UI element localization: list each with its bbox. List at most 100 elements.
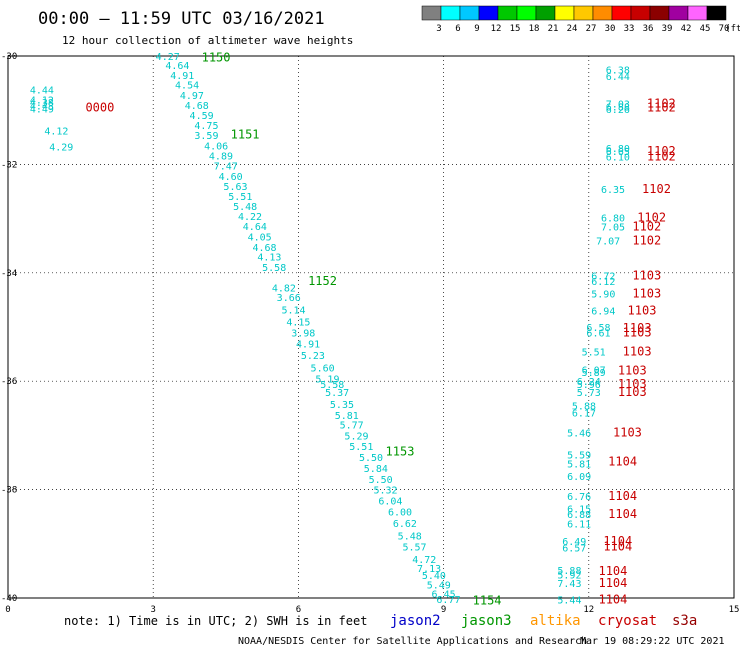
pass-number-label: 1104 bbox=[603, 540, 632, 554]
pass-number-label: 1103 bbox=[628, 304, 657, 318]
swh-value-label: 4.64 bbox=[243, 222, 267, 233]
pass-number-label: 1102 bbox=[632, 220, 661, 234]
pass-number-label: 1153 bbox=[386, 445, 415, 459]
swh-value-label: 5.19 bbox=[315, 374, 339, 385]
colorbar-label: 39 bbox=[662, 24, 673, 34]
x-tick-label: 9 bbox=[441, 605, 446, 615]
swh-value-label: 4.43 bbox=[30, 101, 54, 112]
swh-value-label: 5.40 bbox=[422, 571, 446, 582]
swh-value-label: 6.72 bbox=[591, 272, 615, 283]
swh-value-label: 6.61 bbox=[586, 328, 610, 339]
colorbar-label: 21 bbox=[548, 24, 559, 34]
pass-number-label: 1102 bbox=[647, 100, 676, 114]
pass-number-label: 1152 bbox=[308, 274, 337, 288]
pass-number-label: 1103 bbox=[632, 269, 661, 283]
colorbar-unit: (ft) bbox=[725, 24, 740, 34]
swh-value-label: 7.43 bbox=[557, 579, 581, 590]
swh-value-label: 6.80 bbox=[601, 214, 625, 225]
swh-value-label: 3.59 bbox=[194, 131, 218, 142]
swh-value-label: 6.62 bbox=[393, 519, 417, 530]
swh-value-label: 3.98 bbox=[291, 328, 315, 339]
pass-number-label: 1103 bbox=[623, 325, 652, 339]
swh-value-label: 5.37 bbox=[325, 388, 349, 399]
pass-number-label: 1103 bbox=[632, 286, 661, 300]
swh-value-label: 4.75 bbox=[194, 121, 218, 132]
footer-credit: NOAA/NESDIS Center for Satellite Applica… bbox=[238, 636, 587, 647]
swh-value-label: 4.06 bbox=[204, 141, 228, 152]
pass-number-label: 1103 bbox=[618, 363, 647, 377]
chart-subtitle: 12 hour collection of altimeter wave hei… bbox=[62, 34, 353, 47]
colorbar-label: 36 bbox=[643, 24, 654, 34]
swh-value-label: 6.88 bbox=[567, 510, 591, 521]
swh-value-label: 6.00 bbox=[388, 507, 412, 518]
colorbar-swatch bbox=[573, 5, 594, 21]
y-tick-label: -36 bbox=[1, 377, 17, 387]
pass-number-label: 1102 bbox=[647, 149, 676, 163]
colorbar-label: 42 bbox=[681, 24, 692, 34]
pass-number-label: 1104 bbox=[608, 507, 637, 521]
pass-number-label: 1103 bbox=[623, 344, 652, 358]
swh-value-label: 5.59 bbox=[567, 450, 591, 461]
y-tick-label: -34 bbox=[1, 269, 17, 279]
pass-number-label: 1102 bbox=[647, 97, 676, 111]
swh-value-label: 5.51 bbox=[228, 192, 252, 203]
swh-value-label: 5.63 bbox=[223, 182, 247, 193]
swh-value-label: 6.80 bbox=[606, 144, 630, 155]
footer-timestamp: Mar 19 08:29:22 UTC 2021 bbox=[580, 636, 725, 647]
colorbar-swatch bbox=[611, 5, 632, 21]
swh-value-label: 6.45 bbox=[432, 590, 456, 601]
swh-value-label: 5.46 bbox=[567, 429, 591, 440]
swh-value-label: 5.96 bbox=[577, 380, 601, 391]
colorbar-swatch bbox=[592, 5, 613, 21]
swh-value-label: 5.60 bbox=[311, 364, 335, 375]
swh-value-label: 3.66 bbox=[277, 293, 301, 304]
colorbar-label: 18 bbox=[529, 24, 540, 34]
colorbar-swatch bbox=[687, 5, 708, 21]
swh-value-label: 4.27 bbox=[156, 52, 180, 63]
swh-value-label: 6.15 bbox=[567, 505, 591, 516]
colorbar-label: 45 bbox=[700, 24, 711, 34]
swh-value-label: 6.17 bbox=[572, 409, 596, 420]
swh-value-label: 6.04 bbox=[378, 496, 402, 507]
chart-title: 00:00 — 11:59 UTC 03/16/2021 bbox=[38, 9, 325, 29]
swh-value-label: 5.81 bbox=[567, 460, 591, 471]
swh-value-label: 4.59 bbox=[190, 111, 214, 122]
colorbar-swatch bbox=[497, 5, 518, 21]
swh-value-label: 5.50 bbox=[369, 475, 393, 486]
swh-value-label: 7.13 bbox=[417, 564, 441, 575]
swh-value-label: 5.32 bbox=[373, 486, 397, 497]
x-tick-label: 3 bbox=[150, 605, 155, 615]
swh-value-label: 6.77 bbox=[436, 595, 460, 606]
colorbar-label: 12 bbox=[491, 24, 502, 34]
swh-value-label: 5.81 bbox=[335, 411, 359, 422]
swh-value-label: 5.88 bbox=[557, 566, 581, 577]
pass-number-label: 1102 bbox=[647, 144, 676, 158]
pass-number-label: 1104 bbox=[603, 534, 632, 548]
colorbar-label: 27 bbox=[586, 24, 597, 34]
colorbar-swatch bbox=[478, 5, 499, 21]
swh-value-label: 5.88 bbox=[572, 402, 596, 413]
swh-value-label: 6.49 bbox=[562, 537, 586, 548]
pass-number-label: 1151 bbox=[231, 128, 260, 142]
pass-number-label: 1104 bbox=[598, 593, 627, 607]
pass-number-label: 1104 bbox=[598, 564, 627, 578]
colorbar-label: 6 bbox=[455, 24, 460, 34]
swh-value-label: 4.22 bbox=[238, 212, 262, 223]
swh-value-label: 4.15 bbox=[286, 318, 310, 329]
swh-value-label: 6.10 bbox=[606, 152, 630, 163]
swh-value-label: 5.51 bbox=[582, 347, 606, 358]
pass-number-label: 1103 bbox=[623, 321, 652, 335]
pass-number-label: 1150 bbox=[202, 51, 231, 65]
legend-entry-cryosat: cryosat bbox=[598, 613, 657, 629]
swh-value-label: 6.35 bbox=[601, 185, 625, 196]
swh-value-label: 5.51 bbox=[349, 442, 373, 453]
pass-number-label: 1104 bbox=[608, 489, 637, 503]
swh-value-label: 5.50 bbox=[359, 453, 383, 464]
swh-value-label: 4.49 bbox=[30, 105, 54, 116]
pass-number-label: 1103 bbox=[613, 426, 642, 440]
swh-value-label: 6.38 bbox=[606, 66, 630, 77]
swh-value-label: 5.44 bbox=[557, 596, 581, 607]
swh-value-label: 5.84 bbox=[364, 464, 388, 475]
note-text: note: 1) Time is in UTC; 2) SWH is in fe… bbox=[64, 614, 367, 628]
